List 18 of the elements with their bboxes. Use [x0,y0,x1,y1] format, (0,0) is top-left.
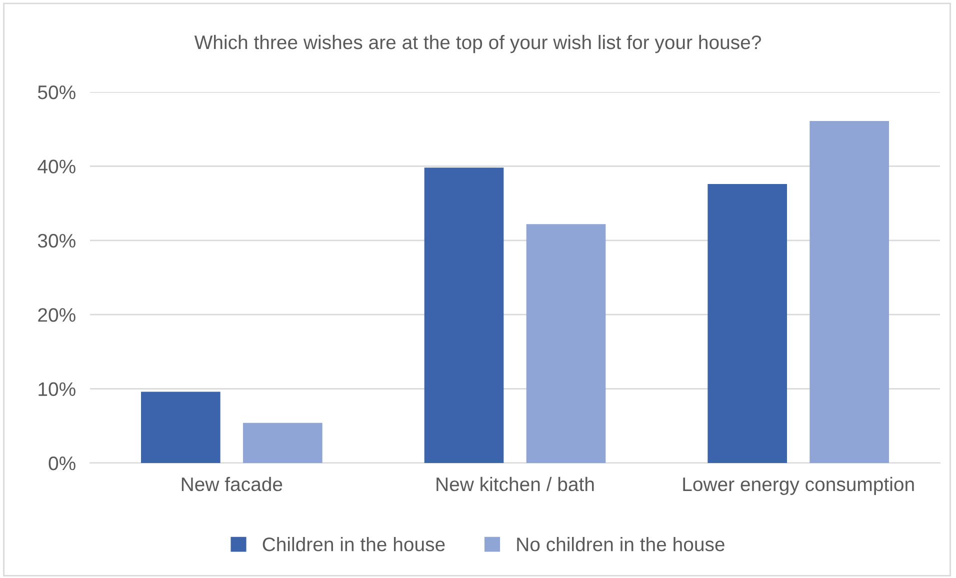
chart-title: Which three wishes are at the top of your wish list for your house? [194,34,761,54]
y-tick-label: 0% [48,456,76,470]
y-tick-label: 10% [38,382,76,396]
bar [243,422,322,463]
bar [526,224,606,463]
y-tick-label: 40% [38,160,76,174]
bar [141,392,220,463]
legend-label: No children in the house [517,536,724,552]
x-tick-label: New kitchen / bath [436,476,594,492]
y-tick-label: 30% [38,234,76,248]
y-tick-label: 50% [38,85,76,100]
y-tick-label: 20% [38,308,76,322]
bar [708,184,787,463]
legend-label: Children in the house [262,536,445,552]
x-tick-label: New facade [182,476,282,492]
x-tick-label: Lower energy consumption [683,476,914,496]
bar [424,168,504,463]
bar [810,120,889,463]
